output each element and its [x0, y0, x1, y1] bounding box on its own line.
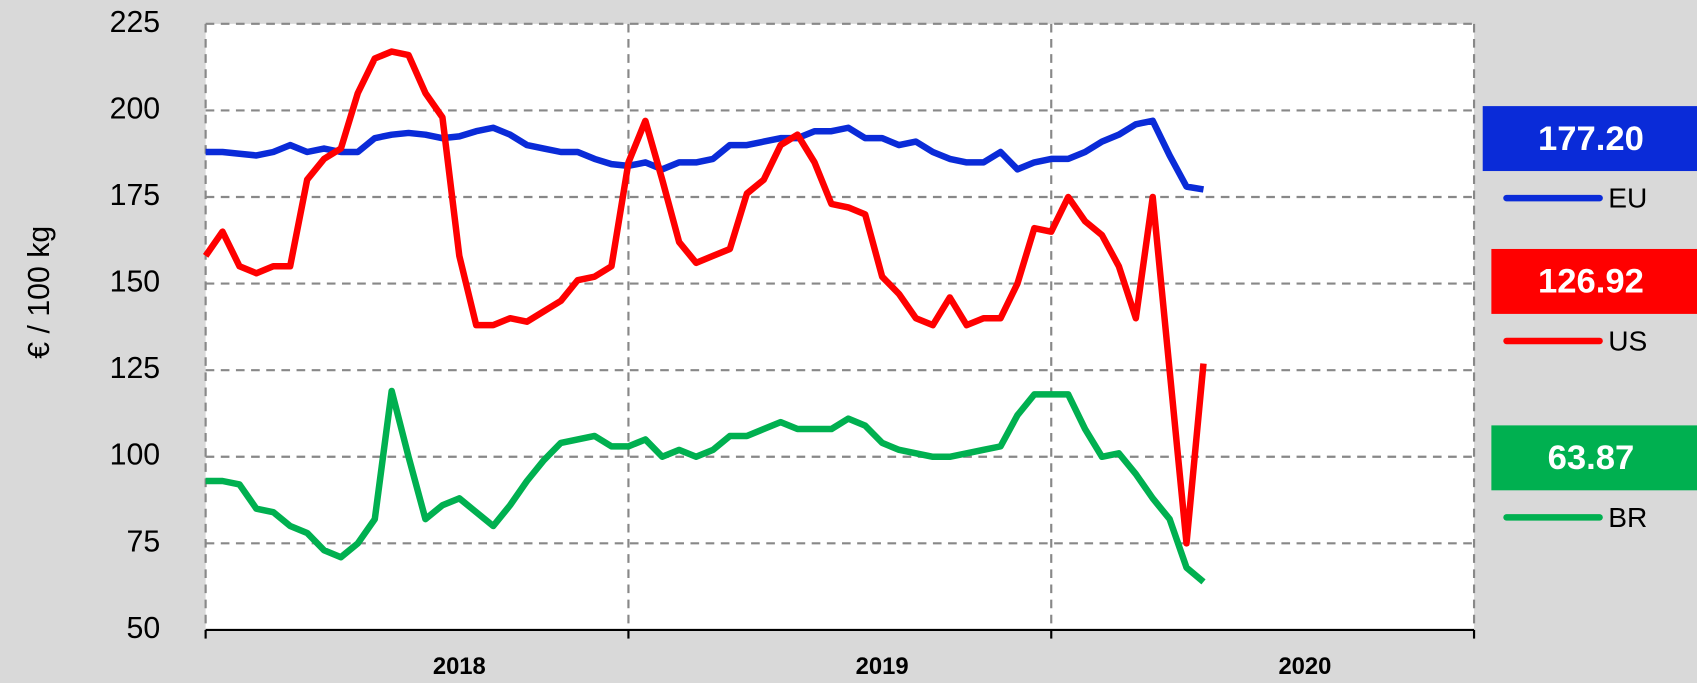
line-series [205, 387, 1206, 585]
value-box [1491, 248, 1697, 314]
legend-label: BR [1608, 502, 1647, 533]
y-tick-label: 200 [110, 92, 161, 125]
value-box [1482, 106, 1697, 172]
legend-label: EU [1608, 183, 1647, 214]
value-box [1491, 425, 1697, 491]
y-tick-label: 125 [110, 352, 161, 385]
y-tick-label: 50 [126, 612, 160, 645]
plot-area [205, 23, 1475, 630]
legend-label: US [1608, 326, 1647, 357]
x-band-label: 2020 [1278, 653, 1331, 680]
y-tick-label: 225 [110, 6, 161, 39]
y-tick-label: 150 [110, 266, 161, 299]
y-tick-label: 75 [126, 525, 160, 558]
value-box-label: 63.87 [1548, 439, 1635, 477]
x-band-label: 2019 [856, 653, 909, 680]
line-series [202, 48, 1207, 547]
y-axis-label: € / 100 kg [23, 226, 56, 359]
value-box-label: 126.92 [1538, 263, 1644, 301]
x-band-label: 2018 [433, 653, 486, 680]
value-box-label: 177.20 [1538, 120, 1644, 158]
y-tick-label: 100 [110, 439, 161, 472]
y-tick-label: 175 [110, 179, 161, 212]
line-series [205, 117, 1205, 193]
